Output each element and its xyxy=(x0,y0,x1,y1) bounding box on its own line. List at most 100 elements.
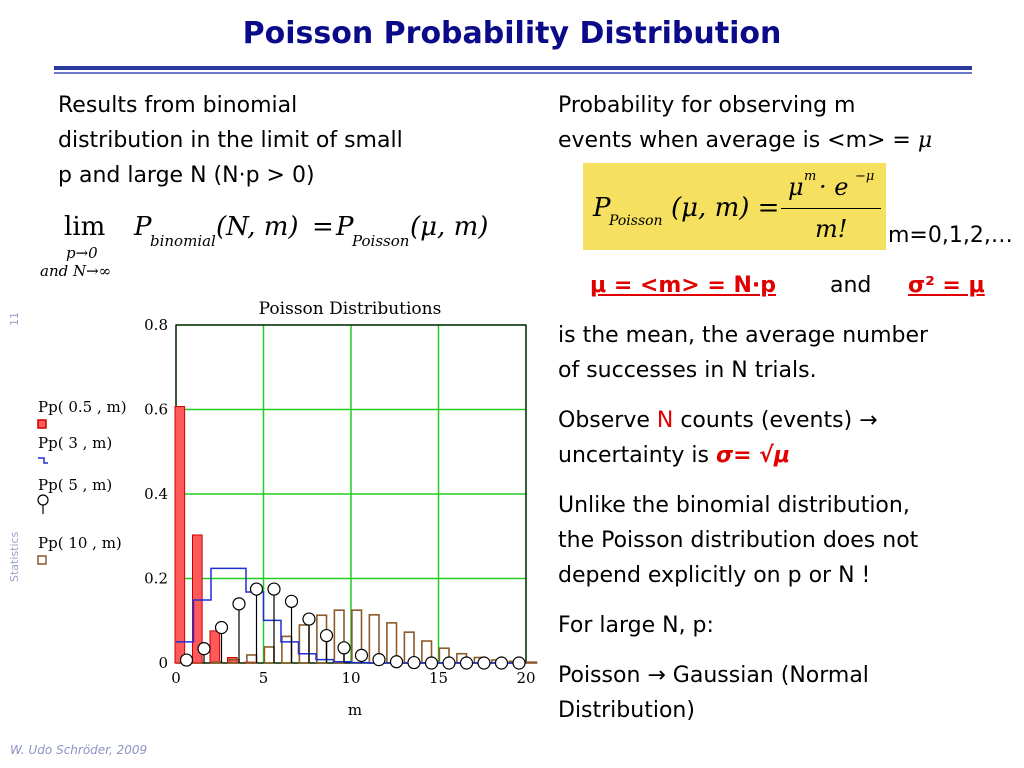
point-pp-5 xyxy=(512,656,526,670)
point-pp-5 xyxy=(372,653,386,667)
mean-equation: μ = <m> = N·p xyxy=(590,268,776,303)
pg-line-1: Poisson → Gaussian (Normal xyxy=(558,658,869,693)
formula-args: (μ, m) = xyxy=(671,193,780,223)
y-tick-label: 0.4 xyxy=(144,485,168,503)
rhs-symbol: P xyxy=(336,212,354,242)
point-pp-5 xyxy=(389,655,404,669)
x-tick-label: 15 xyxy=(429,669,448,687)
point-pp-5 xyxy=(267,582,281,596)
variance-equation: σ² = μ xyxy=(908,268,985,303)
unlike-line-3: depend explicitly on p or N ! xyxy=(558,563,871,588)
bar-pp-10 xyxy=(281,635,293,664)
prob-line-2-text: events when average is <m> = xyxy=(558,128,918,153)
rhs-subscript: Poisson xyxy=(352,232,410,250)
large-text: For large N, p: xyxy=(558,613,714,638)
point-pp-5 xyxy=(494,656,509,670)
point-pp-5 xyxy=(214,620,229,635)
intro-line-1: Results from binomial xyxy=(58,93,298,118)
point-pp-5 xyxy=(249,582,264,596)
equals-sign: = xyxy=(312,212,334,242)
pg-line-2: Distribution) xyxy=(558,698,695,723)
prob-line-2: events when average is <m> = μ xyxy=(558,123,932,158)
unlike-line-1: Unlike the binomial distribution, xyxy=(558,493,910,518)
legend-entry: Pp( 10 , m) xyxy=(38,534,122,552)
point-pp-5 xyxy=(477,656,491,670)
formula-P-sub: Poisson xyxy=(609,213,663,229)
x-axis-label: m xyxy=(348,701,362,719)
poisson-formula-box: P Poisson (μ, m) = μ m · e −μ m! xyxy=(583,163,886,250)
mean-eq-text: μ = <m> = N·p xyxy=(590,273,777,298)
formula-den: m! xyxy=(815,215,848,243)
bar-pp-0.5 xyxy=(192,534,203,664)
observe-line-1: Observe N counts (events) → xyxy=(558,403,878,438)
point-pp-5 xyxy=(302,612,316,626)
lim-sub-2: and N→∞ xyxy=(40,262,112,280)
x-tick-label: 10 xyxy=(341,669,360,687)
bar-pp-10 xyxy=(333,609,345,664)
legend-swatch xyxy=(38,457,48,464)
bar-pp-10 xyxy=(526,661,538,664)
pg-part-1: Poisson xyxy=(558,663,648,688)
side-label: Statistics xyxy=(8,531,21,582)
observe-part-2: counts (events) xyxy=(673,408,860,433)
series-line-pp-3 xyxy=(176,567,526,664)
lhs-subscript: binomial xyxy=(150,232,216,250)
observe-N: N xyxy=(656,408,674,433)
legend-entry: Pp( 0.5 , m) xyxy=(38,398,127,416)
lhs-symbol: P xyxy=(134,212,152,242)
footer-author: W. Udo Schröder, 2009 xyxy=(10,743,148,757)
observe-line-2: uncertainty is σ= √μ xyxy=(558,438,878,473)
y-tick-label: 0.6 xyxy=(144,401,168,419)
point-pp-5 xyxy=(179,653,194,667)
point-pp-5 xyxy=(424,656,439,670)
poisson-chart: 0 5 10 15 20 0 0.2 0.4 0.6 0.8 Pp( 0.5 , m) Pp( 3 … xyxy=(37,299,538,719)
prob-line-1: Probability for observing m xyxy=(558,93,856,118)
formula-num-mu: μ xyxy=(788,173,804,201)
bar-pp-0.5 xyxy=(174,406,186,664)
poisson-gauss-text: Poisson → Gaussian (Normal Distribution) xyxy=(558,658,869,728)
x-tick-label: 5 xyxy=(259,669,269,687)
formula-num-sup2: −μ xyxy=(855,169,875,184)
mean-desc-line-2: of successes in N trials. xyxy=(558,358,817,383)
point-pp-5 xyxy=(319,628,334,643)
x-tick-label: 0 xyxy=(171,669,181,687)
pg-part-2: Gaussian (Normal xyxy=(665,663,869,688)
legend-swatch xyxy=(37,555,47,565)
point-pp-5 xyxy=(232,597,246,611)
formula-num-sup: m xyxy=(804,169,817,184)
unlike-line-2: the Poisson distribution does not xyxy=(558,528,919,553)
mean-desc-line-1: is the mean, the average number xyxy=(558,323,929,348)
title-rule-thin xyxy=(54,72,972,74)
y-tick-label: 0.2 xyxy=(144,570,168,588)
prob-text: Probability for observing m events when … xyxy=(558,88,932,158)
arrow-icon: → xyxy=(859,408,878,433)
observe-text: Observe N counts (events) → uncertainty … xyxy=(558,403,878,473)
point-pp-5 xyxy=(337,641,351,655)
bar-pp-10 xyxy=(263,646,275,664)
legend-entry: Pp( 3 , m) xyxy=(38,434,112,452)
formula-num-e: · e xyxy=(819,173,849,201)
slide-number: 11 xyxy=(8,312,21,326)
lhs-args: (N, m) xyxy=(216,212,299,242)
and-word: and xyxy=(830,273,872,298)
legend-entry: Pp( 5 , m) xyxy=(38,476,112,494)
rhs-args: (μ, m) xyxy=(410,212,489,242)
formula-P: P xyxy=(593,193,611,223)
point-pp-5 xyxy=(459,656,474,670)
intro-line-3: p and large N (N·p > 0) xyxy=(58,163,315,188)
observe-part-1: Observe xyxy=(558,408,657,433)
sigma-sqrt-mu: σ= √μ xyxy=(715,443,791,468)
y-tick-label: 0.8 xyxy=(144,316,168,334)
intro-line-2: distribution in the limit of small xyxy=(58,128,403,153)
mean-description: is the mean, the average number of succe… xyxy=(558,318,928,388)
title-rule-thick xyxy=(54,66,972,70)
bar-pp-0.5 xyxy=(209,630,221,664)
x-tick-label: 20 xyxy=(516,669,535,687)
limit-formula: lim p→0 and N→∞ P binomial (N, m) = P Po… xyxy=(40,208,520,288)
point-pp-5 xyxy=(407,655,421,670)
fraction-bar xyxy=(781,208,881,209)
legend-swatch xyxy=(37,419,47,429)
lim-sub-1: p→0 xyxy=(66,244,98,262)
observe-part-3: uncertainty is xyxy=(558,443,716,468)
bar-pp-10 xyxy=(298,624,310,664)
